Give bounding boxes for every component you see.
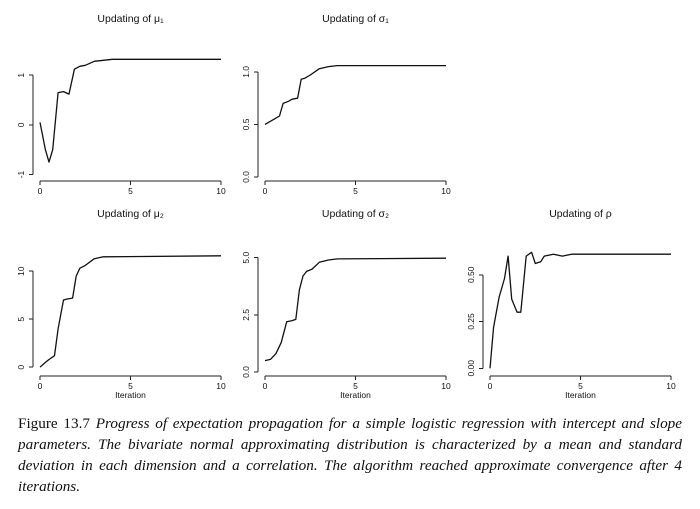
x-tick-label: 5 [578, 381, 583, 391]
y-tick-label: 0 [16, 365, 26, 370]
x-tick-label: 10 [216, 381, 226, 391]
y-tick-label: 5.0 [241, 252, 251, 264]
y-tick-label: 0 [16, 122, 26, 127]
x-tick-label: 0 [38, 186, 43, 196]
chart-panel-4: Updating of σ₂ 0.0 2.5 5.0 0 5 10 Iteration [241, 208, 451, 400]
series-line [39, 255, 222, 368]
y-tick-label: 1.0 [241, 66, 251, 78]
x-axis-label: Iteration [340, 390, 371, 400]
y-tick-label: -1 [16, 170, 26, 178]
y-tick-label: 0.0 [241, 366, 251, 378]
series-line [264, 64, 446, 125]
x-tick-label: 0 [38, 381, 43, 391]
y-tick-label: 1 [16, 73, 26, 78]
x-tick-label: 5 [128, 381, 133, 391]
chart-title: Updating of μ₁ [97, 13, 164, 25]
chart-title: Updating of σ₂ [322, 208, 389, 220]
series-line [264, 257, 447, 362]
y-tick-label: 0.00 [466, 360, 476, 377]
x-tick-label: 10 [441, 186, 451, 196]
y-tick-label: 0.0 [241, 171, 251, 183]
x-tick-label: 5 [353, 381, 358, 391]
chart-title: Updating of μ₂ [97, 208, 164, 220]
x-tick-label: 0 [263, 186, 268, 196]
x-tick-label: 10 [441, 381, 451, 391]
caption-text: Progress of expectation propagation for … [18, 415, 683, 495]
x-tick-label: 5 [353, 186, 358, 196]
x-tick-label: 10 [666, 381, 676, 391]
x-tick-label: 0 [488, 381, 493, 391]
y-tick-label: 2.5 [241, 309, 251, 321]
chart-title: Updating of σ₁ [322, 13, 389, 25]
x-axis-label: Iteration [565, 390, 596, 400]
series-line [489, 251, 671, 369]
y-tick-label: 5 [16, 317, 26, 322]
chart-panel-3: Updating of μ₂ 0 5 10 0 5 10 Iteration [16, 208, 226, 400]
x-axis-label: Iteration [115, 390, 146, 400]
series-line [39, 58, 221, 163]
x-tick-label: 0 [263, 381, 268, 391]
x-tick-label: 10 [216, 186, 226, 196]
y-tick-label: 10 [16, 266, 26, 276]
y-tick-label: 0.5 [241, 118, 251, 130]
figure-caption: Figure 13.7 Progress of expectation prop… [18, 413, 682, 497]
chart-panel-5: Updating of ρ 0.00 0.25 0.50 0 5 10 Iteration [466, 208, 676, 400]
y-tick-label: 0.50 [466, 266, 476, 283]
chart-title: Updating of ρ [549, 208, 612, 220]
x-tick-label: 5 [128, 186, 133, 196]
figure-label: Figure 13.7 [18, 415, 90, 432]
chart-panel-2: Updating of σ₁ 0.0 0.5 1.0 0 5 10 [241, 13, 451, 196]
y-tick-label: 0.25 [466, 313, 476, 330]
